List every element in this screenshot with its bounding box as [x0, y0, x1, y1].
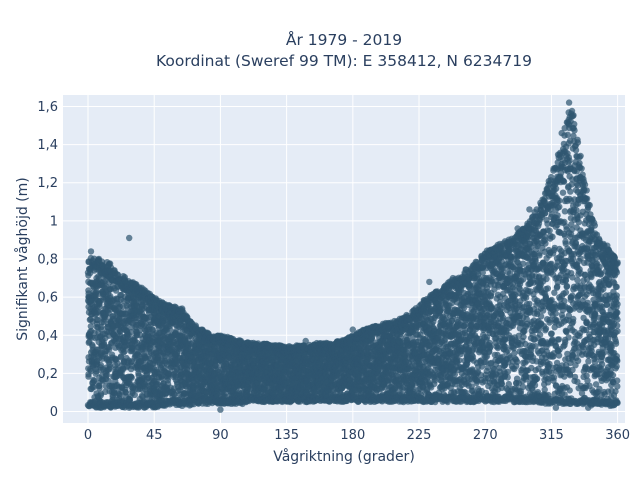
data-point [121, 348, 128, 355]
data-point [87, 367, 95, 375]
data-point [90, 384, 97, 391]
data-point [104, 371, 111, 379]
data-point [131, 391, 138, 399]
data-point [105, 377, 113, 385]
data-point [96, 382, 103, 389]
data-point [149, 326, 156, 333]
data-point [87, 323, 95, 330]
data-point [128, 374, 135, 381]
data-point [98, 326, 105, 333]
data-point [122, 389, 129, 396]
data-point [85, 373, 92, 380]
data-point [127, 329, 135, 336]
data-point [107, 364, 114, 371]
data-point [85, 287, 92, 294]
points-layer [84, 99, 621, 413]
